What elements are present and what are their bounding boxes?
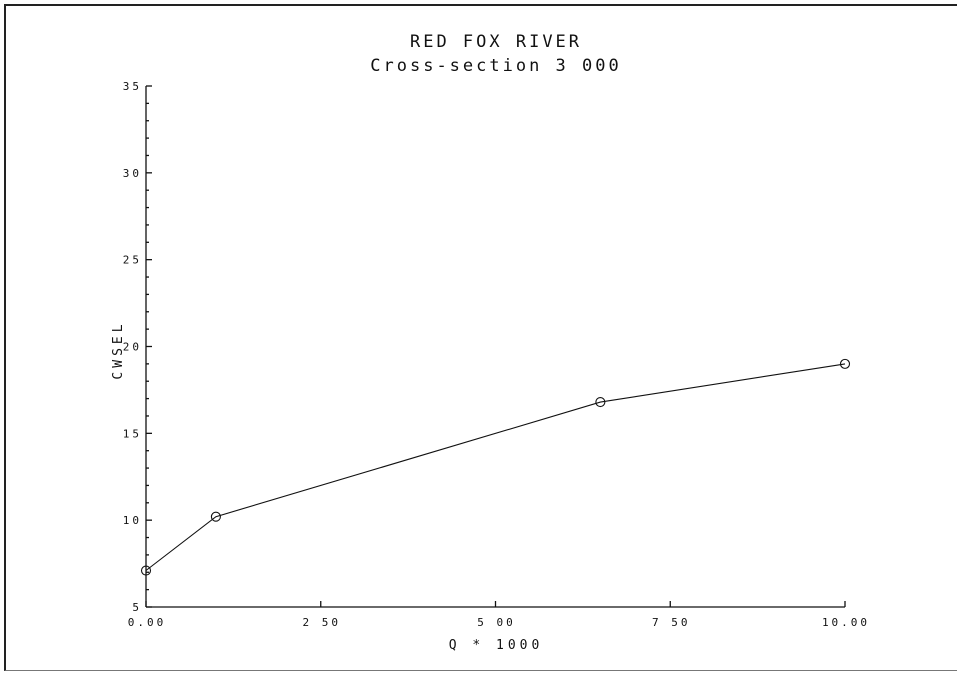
y-tick-label: 35: [123, 80, 142, 93]
y-tick-label: 10: [123, 514, 142, 527]
x-tick-label: 5 00: [477, 616, 516, 629]
y-tick-label: 25: [123, 254, 142, 267]
y-axis-label: CWSEL: [111, 320, 126, 379]
x-tick-label: 7 50: [652, 616, 691, 629]
y-tick-label: 20: [123, 341, 142, 354]
y-tick-label: 15: [123, 427, 142, 440]
x-tick-label: 2 50: [303, 616, 342, 629]
plot-frame: [4, 4, 957, 671]
data-point: [140, 565, 152, 576]
chart-title: RED FOX RIVER: [410, 32, 582, 52]
y-tick-label: 30: [123, 167, 142, 180]
data-point: [210, 511, 221, 522]
y-tick-label: 5: [132, 601, 142, 614]
x-tick-label: 10.00: [822, 616, 870, 629]
ticks: 5 10 15 20 25 30 35 0.00 2 50 5 00 7 50 10.00: [123, 80, 870, 629]
series-group: [140, 358, 851, 576]
axes: [145, 86, 845, 608]
data-point: [595, 397, 606, 408]
data-point: [839, 358, 851, 369]
x-axis-label: Q * 1000: [449, 638, 544, 653]
x-tick-label: 0.00: [128, 616, 167, 629]
chart-subtitle: Cross-section 3 000: [370, 56, 621, 76]
series-line: [145, 363, 846, 571]
